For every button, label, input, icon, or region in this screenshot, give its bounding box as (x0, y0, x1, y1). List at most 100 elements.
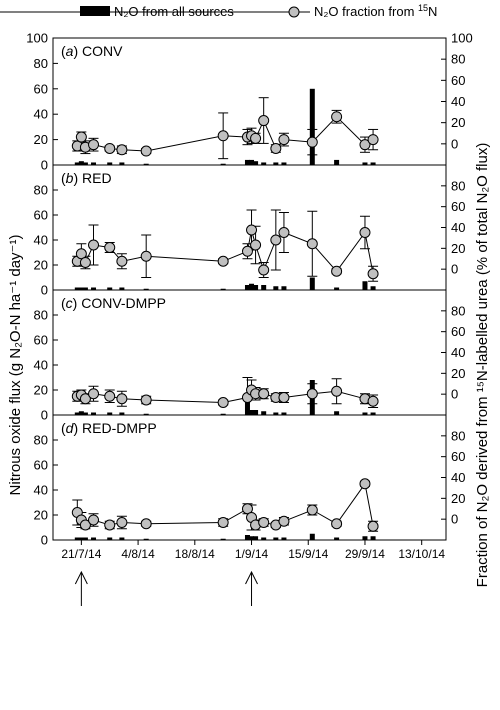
fraction-point (241, 503, 253, 515)
left-tick-label: 20 (34, 508, 48, 523)
flux-bar (281, 162, 287, 165)
fraction-point (241, 245, 253, 257)
flux-bar (261, 162, 267, 165)
flux-bar (82, 537, 88, 540)
x-tick-label: 21/7/14 (61, 547, 101, 561)
flux-bar (143, 163, 149, 165)
flux-bar (143, 538, 149, 540)
legend: N₂O from all sources N₂O fraction from 1… (0, 3, 437, 19)
left-tick-label: 40 (34, 233, 48, 248)
fraction-point (306, 388, 318, 400)
fraction-point (258, 115, 270, 127)
left-tick-label: 20 (34, 258, 48, 273)
flux-bar (334, 411, 340, 415)
flux-bar (74, 162, 80, 165)
panel-d: 0 20 40 60 80 0 20 40 60 80 (d) RED-DMPP (34, 414, 465, 548)
x-tick-label: 18/8/14 (175, 547, 215, 561)
flux-bar (82, 412, 88, 415)
flux-bar (261, 537, 267, 540)
flux-bar (91, 537, 97, 540)
flux-bar (249, 536, 255, 540)
flux-bar (362, 536, 368, 540)
fraction-point (306, 238, 318, 250)
right-tick-label: 20 (451, 491, 465, 506)
flux-bar (281, 537, 287, 540)
flux-bar (253, 536, 259, 540)
right-tick-label: 0 (451, 262, 458, 277)
flux-bar (91, 162, 97, 165)
fraction-point (359, 139, 371, 151)
right-tick-label: 60 (451, 73, 465, 88)
flux-bar (249, 410, 255, 415)
flux-bar (370, 286, 376, 290)
flux-bar (119, 412, 125, 415)
fraction-point (367, 520, 379, 532)
flux-bar (261, 285, 267, 290)
flux-bar (362, 281, 368, 290)
fraction-point (331, 385, 343, 397)
left-tick-label: 40 (34, 358, 48, 373)
flux-bar (220, 288, 226, 290)
fraction-point (359, 227, 371, 238)
fraction-point (278, 227, 290, 238)
flux-bar (370, 162, 376, 165)
fraction-point (79, 257, 91, 268)
fraction-point (140, 250, 152, 262)
fraction-point (359, 478, 371, 490)
fraction-point (258, 264, 270, 276)
flux-bar (91, 412, 97, 415)
left-tick-label: 40 (34, 107, 48, 122)
right-tick-label: 0 (451, 387, 458, 402)
flux-bar (78, 537, 84, 540)
fraction-point (278, 392, 290, 403)
right-tick-label: 40 (451, 220, 465, 235)
flux-bar (273, 162, 279, 165)
flux-bar (253, 285, 259, 290)
flux-bar (309, 277, 315, 290)
fraction-point (306, 504, 318, 516)
flux-bar (119, 162, 125, 165)
panel-label: (d) RED-DMPP (61, 420, 157, 436)
left-tick-label: 0 (41, 158, 48, 173)
flux-bar (119, 537, 125, 540)
left-tick-label: 0 (41, 533, 48, 548)
fraction-point (79, 519, 91, 531)
panel-label: (a) CONV (61, 43, 123, 59)
flux-bar (244, 285, 250, 290)
flux-bar (273, 412, 279, 415)
left-tick-label: 60 (34, 458, 48, 473)
fraction-point (88, 239, 100, 251)
fraction-point (250, 239, 262, 251)
legend-bar-swatch (80, 6, 110, 16)
right-tick-label: 20 (451, 241, 465, 256)
fraction-point (140, 145, 152, 157)
flux-bar (249, 283, 255, 290)
left-tick-label: 60 (34, 208, 48, 223)
flux-bar (82, 162, 88, 165)
fraction-point (258, 517, 270, 528)
flux-bar (362, 412, 368, 415)
fraction-point (217, 517, 229, 528)
x-tick-label: 29/9/14 (345, 547, 385, 561)
right-tick-label: 80 (451, 428, 465, 443)
panel-label: (c) CONV-DMPP (61, 295, 166, 311)
right-tick-label: 40 (451, 470, 465, 485)
fraction-point (217, 397, 229, 408)
fraction-point (116, 255, 128, 267)
fraction-point (104, 519, 116, 531)
flux-bar (74, 537, 80, 540)
fraction-point (270, 234, 282, 246)
fraction-point (79, 393, 91, 405)
fraction-point (306, 136, 318, 148)
fraction-point (140, 394, 152, 406)
flux-bar (107, 162, 113, 165)
flux-bar (253, 410, 259, 415)
fertiliser-arrow-head (74, 570, 88, 585)
fraction-point (367, 268, 379, 280)
flux-bar (249, 159, 255, 165)
left-tick-label: 60 (34, 333, 48, 348)
fraction-point (217, 130, 229, 142)
fraction-point (140, 518, 152, 530)
fraction-point (104, 142, 116, 154)
